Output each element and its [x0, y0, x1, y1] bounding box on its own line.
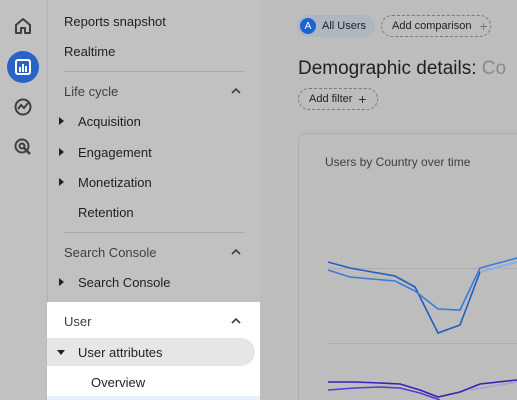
nav-item-overview[interactable]: Overview [47, 369, 260, 395]
avatar: A [300, 18, 316, 34]
page-title-overflow: Co [481, 58, 507, 79]
nav-label: Retention [78, 204, 134, 220]
page-title: Demographic details: Co [298, 58, 506, 80]
nav-label: User attributes [78, 344, 163, 360]
nav-item-retention[interactable]: Retention [47, 199, 260, 225]
chevron-up-icon [231, 87, 241, 94]
expand-arrow-icon [59, 148, 64, 156]
chart-gridline [328, 268, 517, 269]
nav-label: Monetization [78, 174, 152, 190]
advertising-icon[interactable] [7, 131, 39, 163]
nav-label: Engagement [78, 144, 152, 160]
plus-icon: + [479, 18, 488, 34]
nav-label: Search Console [78, 274, 171, 290]
chart-gridline [328, 343, 517, 344]
home-icon[interactable] [7, 10, 39, 42]
segment-chip-all-users[interactable]: A All Users [297, 15, 375, 37]
expand-arrow-icon [59, 178, 64, 186]
page-title-text: Demographic details: [298, 58, 477, 79]
section-label: Search Console [64, 244, 157, 260]
series-line-blue-2 [327, 257, 517, 311]
reports-icon[interactable] [7, 51, 39, 83]
section-header-search-console[interactable]: Search Console [47, 239, 260, 265]
add-comparison-button[interactable]: Add comparison + [381, 15, 491, 37]
nav-label: Acquisition [78, 113, 141, 129]
add-filter-button[interactable]: Add filter + [298, 88, 378, 110]
series-line-light-1 [479, 261, 517, 273]
button-label: Add comparison [392, 20, 472, 32]
nav-item-engagement[interactable]: Engagement [47, 139, 260, 165]
chevron-up-icon [231, 248, 241, 255]
series-line-purple-2 [327, 386, 441, 400]
expand-arrow-icon [59, 117, 64, 125]
chevron-up-icon [231, 317, 241, 324]
section-label: Life cycle [64, 83, 119, 99]
series-line-light-2 [469, 381, 517, 391]
series-line-purple-1 [328, 379, 517, 398]
chart-card [298, 133, 517, 400]
chart-title: Users by Country over time [325, 155, 471, 169]
section-header-user[interactable]: User [47, 308, 260, 334]
button-label: Add filter [309, 93, 353, 105]
nav-item-monetization[interactable]: Monetization [47, 169, 260, 195]
nav-item-user-attributes[interactable]: User attributes [47, 339, 260, 365]
active-row-highlight [47, 396, 260, 400]
collapse-arrow-icon [57, 350, 65, 355]
nav-label: Reports snapshot [64, 13, 166, 29]
nav-label: Overview [91, 374, 146, 390]
section-label: User [64, 313, 92, 329]
section-header-lifecycle[interactable]: Life cycle [47, 78, 260, 104]
plus-icon: + [358, 91, 367, 107]
nav-realtime[interactable]: Realtime [47, 38, 260, 64]
segment-label: All Users [322, 20, 367, 32]
series-line-blue-1 [327, 261, 517, 334]
nav-item-acquisition[interactable]: Acquisition [47, 108, 260, 134]
nav-label: Realtime [64, 43, 116, 59]
nav-divider [64, 232, 244, 233]
expand-arrow-icon [59, 278, 64, 286]
nav-item-search-console[interactable]: Search Console [47, 269, 260, 295]
nav-divider [64, 71, 244, 72]
selected-row-highlight [47, 338, 255, 366]
nav-reports-snapshot[interactable]: Reports snapshot [47, 8, 260, 34]
icon-rail [0, 0, 46, 400]
explore-icon[interactable] [7, 91, 39, 123]
